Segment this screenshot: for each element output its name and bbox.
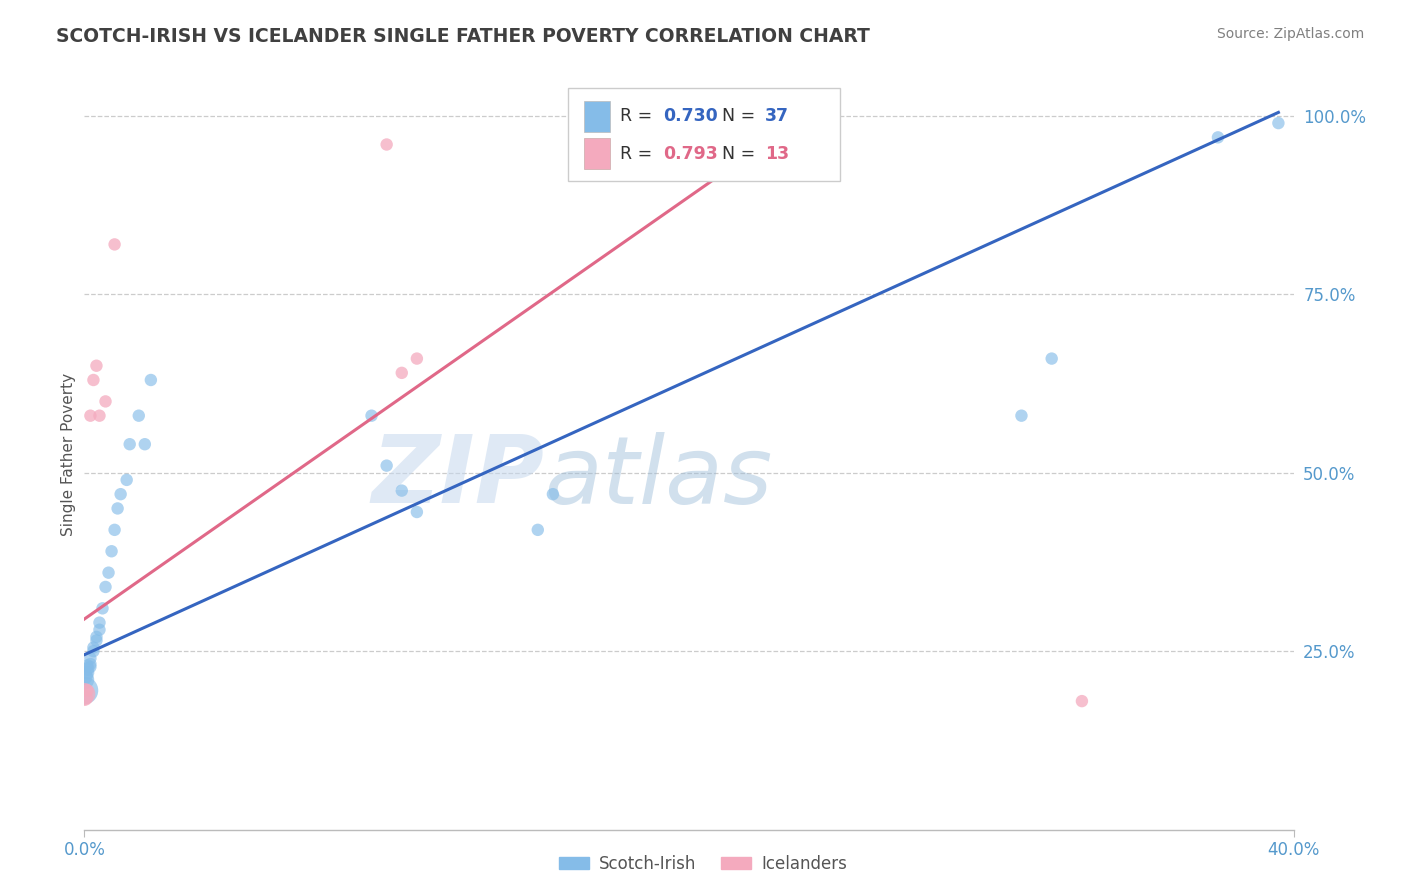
Point [128,409,150,423]
Point [375,458,398,473]
Point [541,487,564,501]
Point [104,237,127,252]
Point [73,687,96,701]
Point [391,483,413,498]
Point [76,662,98,676]
Text: Source: ZipAtlas.com: Source: ZipAtlas.com [1216,27,1364,41]
Point [1040,351,1063,366]
Y-axis label: Single Father Poverty: Single Father Poverty [60,374,76,536]
Point [1071,694,1094,708]
Text: N =: N = [721,145,761,162]
Point [82,373,104,387]
Text: SCOTCH-IRISH VS ICELANDER SINGLE FATHER POVERTY CORRELATION CHART: SCOTCH-IRISH VS ICELANDER SINGLE FATHER … [56,27,870,45]
Point [1011,409,1033,423]
FancyBboxPatch shape [583,138,610,169]
Point [107,501,129,516]
Point [89,623,111,637]
Point [406,505,429,519]
Point [375,137,398,152]
Point [360,409,382,423]
Point [91,601,114,615]
Text: 0.793: 0.793 [664,145,718,162]
Point [134,437,156,451]
Point [73,690,96,705]
Text: 0.730: 0.730 [664,107,718,125]
Legend: Scotch-Irish, Icelanders: Scotch-Irish, Icelanders [553,848,853,880]
Point [79,660,101,674]
Text: 13: 13 [765,145,789,162]
Point [82,640,104,655]
Point [115,473,138,487]
Point [391,366,413,380]
Point [94,394,117,409]
Point [79,651,101,665]
Point [89,409,111,423]
Text: atlas: atlas [544,432,772,523]
Point [73,669,96,683]
Point [86,630,108,644]
Point [82,644,104,658]
Point [97,566,120,580]
Text: ZIP: ZIP [371,432,544,524]
Text: R =: R = [620,145,658,162]
Point [76,665,98,680]
Point [89,615,111,630]
Point [100,544,122,558]
Point [76,683,98,698]
Text: R =: R = [620,107,658,125]
Point [1206,130,1229,145]
FancyBboxPatch shape [583,101,610,132]
Point [527,523,550,537]
Point [110,487,132,501]
FancyBboxPatch shape [568,87,841,181]
Point [406,351,429,366]
Text: 37: 37 [765,107,789,125]
Point [73,673,96,687]
Point [86,633,108,648]
Point [104,523,127,537]
Point [94,580,117,594]
Text: N =: N = [721,107,761,125]
Point [139,373,162,387]
Point [76,658,98,673]
Point [79,409,101,423]
Point [86,359,108,373]
Point [79,657,101,671]
Point [73,683,96,698]
Point [1267,116,1289,130]
Point [118,437,141,451]
